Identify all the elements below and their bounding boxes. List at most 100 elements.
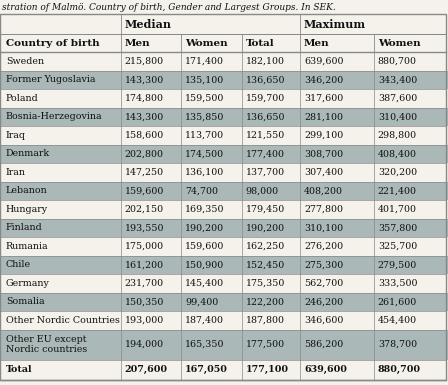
Text: Hungary: Hungary [6, 205, 48, 214]
Text: 162,250: 162,250 [246, 242, 285, 251]
Text: Women: Women [378, 38, 421, 47]
Text: 408,200: 408,200 [304, 186, 343, 195]
Text: 639,600: 639,600 [304, 57, 344, 66]
Text: 190,200: 190,200 [185, 223, 224, 232]
Text: 136,650: 136,650 [246, 112, 285, 121]
Text: stration of Malmö. Country of birth, Gender and Largest Groups. In SEK.: stration of Malmö. Country of birth, Gen… [2, 2, 336, 12]
Text: 190,200: 190,200 [246, 223, 285, 232]
Text: 307,400: 307,400 [304, 168, 343, 177]
Text: Former Yugoslavia: Former Yugoslavia [6, 75, 95, 84]
Text: 194,000: 194,000 [125, 340, 164, 349]
Text: 137,700: 137,700 [246, 168, 285, 177]
Text: 167,050: 167,050 [185, 365, 228, 374]
Bar [0, 89, 448, 107]
Text: 401,700: 401,700 [378, 205, 417, 214]
Text: 136,100: 136,100 [185, 168, 224, 177]
Text: 276,200: 276,200 [304, 242, 343, 251]
Bar [0, 330, 448, 360]
Text: Lebanon: Lebanon [6, 186, 48, 195]
Text: 174,800: 174,800 [125, 94, 164, 103]
Bar [0, 70, 448, 89]
Bar [0, 181, 448, 200]
Text: 246,200: 246,200 [304, 297, 343, 306]
Bar [0, 163, 448, 181]
Text: Median: Median [125, 18, 172, 30]
Bar [0, 219, 448, 237]
Text: 299,100: 299,100 [304, 131, 343, 140]
Text: Somalia: Somalia [6, 297, 45, 306]
Text: 378,700: 378,700 [378, 340, 417, 349]
Text: Germany: Germany [6, 279, 50, 288]
Text: 143,300: 143,300 [125, 75, 164, 84]
Text: 98,000: 98,000 [246, 186, 279, 195]
Text: 408,400: 408,400 [378, 149, 417, 158]
Text: 275,300: 275,300 [304, 260, 343, 269]
Text: 175,000: 175,000 [125, 242, 164, 251]
Text: Denmark: Denmark [6, 149, 50, 158]
Text: 221,400: 221,400 [378, 186, 417, 195]
Text: 99,400: 99,400 [185, 297, 219, 306]
Text: 281,100: 281,100 [304, 112, 343, 121]
Text: 175,350: 175,350 [246, 279, 285, 288]
Text: 147,250: 147,250 [125, 168, 164, 177]
Bar [0, 311, 448, 330]
Text: 113,700: 113,700 [185, 131, 224, 140]
Text: 639,600: 639,600 [304, 365, 347, 374]
Text: 317,600: 317,600 [304, 94, 343, 103]
Text: 346,600: 346,600 [304, 316, 343, 325]
Text: 207,600: 207,600 [125, 365, 168, 374]
Text: 310,400: 310,400 [378, 112, 417, 121]
Text: Iran: Iran [6, 168, 26, 177]
Text: 193,550: 193,550 [125, 223, 164, 232]
Text: 159,700: 159,700 [246, 94, 285, 103]
Text: 158,600: 158,600 [125, 131, 164, 140]
Text: Rumania: Rumania [6, 242, 49, 251]
Text: 261,600: 261,600 [378, 297, 417, 306]
Text: 150,900: 150,900 [185, 260, 224, 269]
Text: 187,400: 187,400 [185, 316, 224, 325]
Bar [0, 107, 448, 126]
Text: 177,500: 177,500 [246, 340, 285, 349]
Text: 320,200: 320,200 [378, 168, 417, 177]
Text: 308,700: 308,700 [304, 149, 343, 158]
Text: 562,700: 562,700 [304, 279, 343, 288]
Bar [0, 237, 448, 256]
Text: 159,600: 159,600 [125, 186, 164, 195]
Text: 387,600: 387,600 [378, 94, 417, 103]
Text: Men: Men [125, 38, 151, 47]
Text: 165,350: 165,350 [185, 340, 225, 349]
Text: Total: Total [246, 38, 274, 47]
Bar [0, 274, 448, 293]
Text: 231,700: 231,700 [125, 279, 164, 288]
Text: 880,700: 880,700 [378, 365, 421, 374]
Text: 159,500: 159,500 [185, 94, 224, 103]
Text: 333,500: 333,500 [378, 279, 418, 288]
Text: Men: Men [304, 38, 330, 47]
Bar [0, 14, 448, 34]
Text: 122,200: 122,200 [246, 297, 284, 306]
Bar [0, 256, 448, 274]
Text: 202,800: 202,800 [125, 149, 164, 158]
Text: 177,400: 177,400 [246, 149, 284, 158]
Text: 152,450: 152,450 [246, 260, 285, 269]
Text: 121,550: 121,550 [246, 131, 285, 140]
Text: 174,500: 174,500 [185, 149, 224, 158]
Text: 279,500: 279,500 [378, 260, 417, 269]
Text: 135,100: 135,100 [185, 75, 224, 84]
Text: Other EU except
Nordic countries: Other EU except Nordic countries [6, 335, 87, 354]
Text: 145,400: 145,400 [185, 279, 224, 288]
Text: 136,650: 136,650 [246, 75, 285, 84]
Bar [0, 34, 448, 52]
Text: 182,100: 182,100 [246, 57, 284, 66]
Text: Women: Women [185, 38, 228, 47]
Text: 161,200: 161,200 [125, 260, 164, 269]
Text: Poland: Poland [6, 94, 39, 103]
Text: 454,400: 454,400 [378, 316, 417, 325]
Text: 193,000: 193,000 [125, 316, 164, 325]
Text: 169,350: 169,350 [185, 205, 225, 214]
Text: Country of birth: Country of birth [6, 38, 99, 47]
Text: 177,100: 177,100 [246, 365, 289, 374]
Text: 179,450: 179,450 [246, 205, 285, 214]
Text: 586,200: 586,200 [304, 340, 343, 349]
Text: Sweden: Sweden [6, 57, 44, 66]
